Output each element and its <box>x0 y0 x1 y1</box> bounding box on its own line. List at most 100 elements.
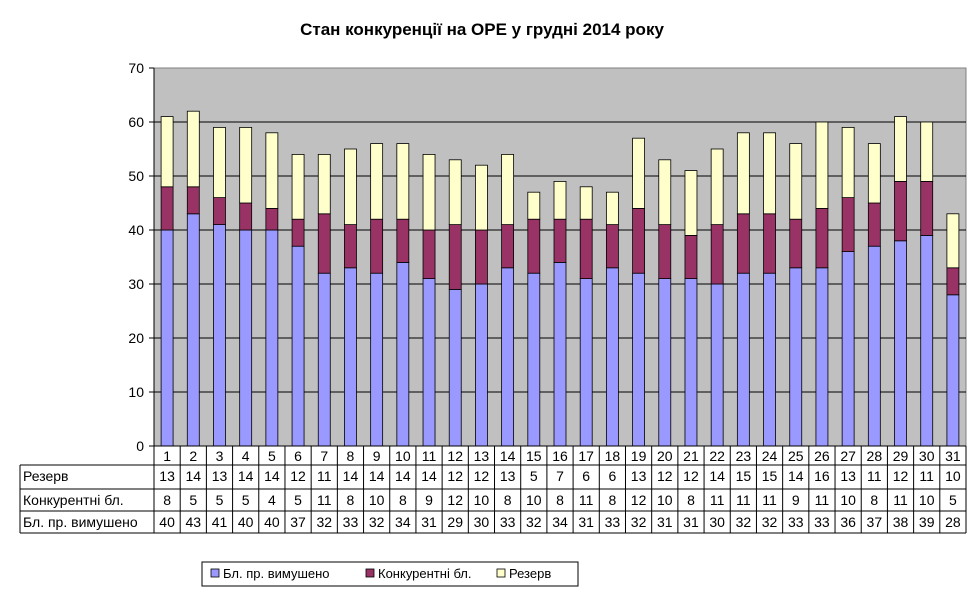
x-tick-label: 26 <box>814 448 830 464</box>
x-tick-label: 20 <box>657 448 673 464</box>
bar-segment <box>501 153 515 225</box>
data-label: 8 <box>608 492 616 508</box>
data-label: 29 <box>447 514 463 530</box>
bar-segment <box>448 159 462 226</box>
data-label: 12 <box>447 468 463 484</box>
data-label: 8 <box>399 492 407 508</box>
bar-segment <box>396 218 410 263</box>
legend-label: Бл. пр. вимушено <box>223 566 330 581</box>
bar-segment <box>213 197 226 226</box>
data-label: 13 <box>500 468 516 484</box>
data-label: 40 <box>264 514 280 530</box>
bar-segment <box>239 229 253 447</box>
bar-segment <box>946 267 960 296</box>
data-label: 13 <box>631 468 647 484</box>
data-label: 10 <box>474 492 490 508</box>
data-label: 11 <box>919 468 934 484</box>
x-tick-label: 8 <box>347 448 355 464</box>
y-tick-label: 60 <box>128 114 144 130</box>
bar-segment <box>553 218 567 263</box>
x-tick-label: 11 <box>422 448 437 464</box>
data-label: 11 <box>736 492 751 508</box>
x-tick-label: 7 <box>320 448 328 464</box>
bar-segment <box>553 261 567 447</box>
data-label: 13 <box>212 468 228 484</box>
x-tick-label: 3 <box>216 448 224 464</box>
bar-segment <box>239 127 253 204</box>
legend-swatch <box>365 568 375 578</box>
bar-segment <box>632 272 645 447</box>
data-label: 11 <box>893 492 908 508</box>
bar-segment <box>291 245 305 447</box>
data-label: 11 <box>317 468 332 484</box>
data-label: 15 <box>762 468 778 484</box>
data-label: 10 <box>919 492 935 508</box>
data-label: 9 <box>792 492 800 508</box>
bar-segment <box>317 213 331 274</box>
x-tick-label: 17 <box>578 448 594 464</box>
bar-segment <box>422 278 436 447</box>
x-tick-label: 29 <box>893 448 909 464</box>
data-label: 31 <box>421 514 437 530</box>
y-tick-label: 20 <box>128 330 144 346</box>
bar-segment <box>448 224 462 290</box>
chart-title: Стан конкуренції на ОРЕ у грудні 2014 ро… <box>300 20 664 39</box>
data-table: 1 2 3 4 5 6 7 8 9 10 11 12 13 14 15 16 17 18 19 20 21 22 23 24 2… <box>19 445 967 534</box>
bar-segment <box>448 288 462 447</box>
bar-segment <box>396 261 410 447</box>
data-label: 9 <box>425 492 433 508</box>
bar-segment <box>946 294 960 447</box>
bar-segment <box>894 180 907 242</box>
bar-segment <box>370 218 384 274</box>
y-axis: 0 10 20 30 40 50 60 70 <box>128 60 155 454</box>
bar-segment <box>213 224 226 447</box>
bar-segment <box>841 197 855 253</box>
data-label: 6 <box>608 468 616 484</box>
data-label: 14 <box>788 468 804 484</box>
bar-segment <box>422 229 436 279</box>
data-label: 10 <box>526 492 542 508</box>
bar-segment <box>579 218 593 279</box>
bar-segment <box>815 121 829 209</box>
x-tick-label: 1 <box>163 448 171 464</box>
data-label: 33 <box>343 514 359 530</box>
bar-segment <box>920 121 934 182</box>
data-label: 14 <box>343 468 359 484</box>
x-tick-label: 21 <box>683 448 699 464</box>
bar-segment <box>579 186 593 220</box>
data-label: 32 <box>369 514 385 530</box>
data-label: 31 <box>657 514 673 530</box>
data-label: 12 <box>893 468 909 484</box>
data-label: 31 <box>683 514 699 530</box>
data-label: 8 <box>870 492 878 508</box>
bar-segment <box>291 218 305 247</box>
data-label: 40 <box>238 514 254 530</box>
data-label: 8 <box>504 492 512 508</box>
bar-segment <box>763 132 776 215</box>
data-label: 5 <box>530 468 538 484</box>
data-label: 12 <box>631 492 647 508</box>
x-tick-label: 13 <box>474 448 490 464</box>
data-label: 5 <box>216 492 224 508</box>
data-label: 5 <box>294 492 302 508</box>
bar-segment <box>160 186 174 231</box>
data-label: 33 <box>814 514 830 530</box>
data-label: 38 <box>893 514 909 530</box>
data-label: 32 <box>526 514 542 530</box>
bar-segment <box>710 148 724 225</box>
data-label: 4 <box>268 492 276 508</box>
x-tick-label: 5 <box>268 448 276 464</box>
bar-segment <box>920 180 934 236</box>
x-tick-label: 12 <box>447 448 463 464</box>
bar-segment <box>684 170 698 236</box>
x-tick-label: 23 <box>736 448 752 464</box>
bar-segment <box>867 245 881 447</box>
bar-segment <box>894 116 907 182</box>
x-tick-label: 4 <box>242 448 250 464</box>
data-label: 31 <box>578 514 594 530</box>
x-tick-label: 19 <box>631 448 647 464</box>
bar-segment <box>684 234 698 279</box>
data-label: 5 <box>189 492 197 508</box>
bar-segment <box>658 278 672 447</box>
